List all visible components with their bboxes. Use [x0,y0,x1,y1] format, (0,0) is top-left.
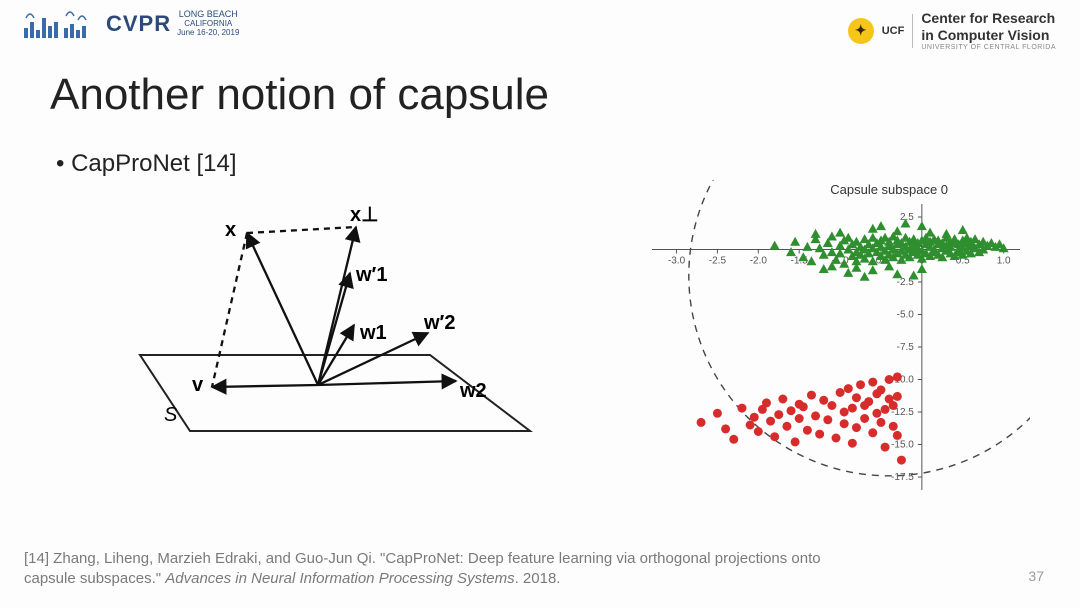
header-left: CVPR LONG BEACH CALIFORNIA June 16-20, 2… [20,8,239,40]
scatter-plot: -3.0-2.5-2.0-1.5-1.0-0.500.51.02.50-2.5-… [600,180,1030,500]
svg-text:-2.0: -2.0 [750,256,768,267]
svg-text:-15.0: -15.0 [891,440,914,451]
svg-text:w1: w1 [359,322,387,344]
slide: { "header": { "conf_name": "CVPR", "conf… [0,0,1080,608]
cvpr-name: CVPR [106,13,171,35]
citation-year: . 2018. [515,570,561,587]
ucf-icon: ✦ [848,18,874,44]
conf-date: June 16-20, 2019 [177,29,239,38]
svg-text:-2.5: -2.5 [709,256,727,267]
header-right: ✦ UCF Center for Research in Computer Vi… [848,10,1056,52]
svg-text:w2: w2 [459,380,487,402]
ucf-line1: Center for Research [921,10,1056,27]
citation: [14] Zhang, Liheng, Marzieh Edraki, and … [24,549,844,588]
slide-title: Another notion of capsule [50,70,549,120]
svg-text:1.0: 1.0 [997,256,1011,267]
ucf-line3: UNIVERSITY OF CENTRAL FLORIDA [921,44,1056,52]
page-number: 37 [1028,568,1044,584]
vector-diagram: x x⊥ w′1 w1 w′2 w2 vS [100,195,540,471]
ucf-line2: in Computer Vision [921,27,1056,44]
citation-venue: Advances in Neural Information Processin… [165,570,514,587]
bullet-item: CapProNet [14] [56,150,237,178]
svg-text:S: S [164,404,178,426]
ucf-text: Center for Research in Computer Vision U… [921,10,1056,52]
svg-text:w′1: w′1 [355,264,387,286]
cvpr-logo-icon [20,8,100,40]
svg-text:-7.5: -7.5 [897,342,915,353]
svg-text:-17.5: -17.5 [891,472,914,483]
conf-name: CVPR [106,13,171,35]
svg-text:Capsule subspace 0: Capsule subspace 0 [830,182,948,197]
svg-text:v: v [192,374,204,396]
svg-text:x: x [225,219,236,241]
svg-text:-3.0: -3.0 [668,256,686,267]
svg-text:w′2: w′2 [423,312,455,334]
ucf-label: UCF [882,25,905,37]
svg-text:-5.0: -5.0 [897,310,915,321]
svg-text:2.5: 2.5 [900,212,914,223]
svg-text:x⊥: x⊥ [350,204,379,226]
cvpr-meta: LONG BEACH CALIFORNIA June 16-20, 2019 [177,10,239,37]
separator-icon [912,14,913,48]
